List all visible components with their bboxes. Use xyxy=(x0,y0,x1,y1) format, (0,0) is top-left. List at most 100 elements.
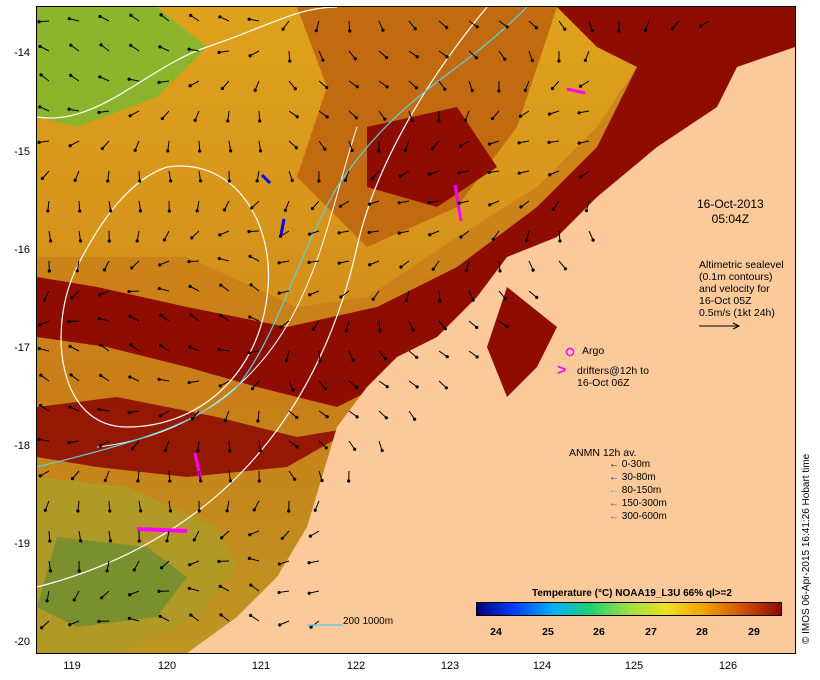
velocity-arrow xyxy=(77,500,80,511)
velocity-arrow xyxy=(315,20,320,31)
velocity-arrow-head xyxy=(295,445,299,449)
velocity-arrow-head xyxy=(550,86,555,91)
velocity-arrow-head xyxy=(217,256,221,261)
velocity-arrow-head xyxy=(68,344,72,348)
velocity-arrow xyxy=(279,290,290,294)
velocity-arrow xyxy=(40,74,50,82)
velocity-arrow-head xyxy=(169,179,173,183)
velocity-arrow xyxy=(100,440,110,447)
sealevel-contour-2 xyxy=(37,7,488,588)
velocity-arrow xyxy=(226,500,230,511)
velocity-arrow-head xyxy=(584,209,589,213)
velocity-arrow-head xyxy=(219,613,223,617)
velocity-arrow-head xyxy=(277,562,282,566)
velocity-arrow-head xyxy=(128,593,132,597)
velocity-arrow-head xyxy=(378,329,382,333)
velocity-arrow xyxy=(378,320,381,332)
velocity-arrow xyxy=(400,170,410,177)
velocity-arrow-head xyxy=(413,27,417,31)
velocity-arrow xyxy=(549,140,560,143)
y-tick-label: -17 xyxy=(14,342,30,354)
velocity-arrow-head xyxy=(250,206,254,210)
velocity-arrow-head xyxy=(97,316,101,321)
velocity-arrow-head xyxy=(487,170,491,175)
velocity-arrow xyxy=(78,200,81,212)
velocity-arrow-head xyxy=(471,298,475,302)
velocity-arrow-head xyxy=(256,419,260,423)
velocity-arrow-head xyxy=(37,20,41,24)
velocity-arrow-head xyxy=(293,477,297,481)
velocity-arrow-head xyxy=(190,417,195,421)
velocity-arrow xyxy=(429,230,440,236)
velocity-arrow-head xyxy=(464,269,469,273)
velocity-arrow xyxy=(48,230,52,241)
velocity-arrow-head xyxy=(67,440,71,445)
velocity-arrow-head xyxy=(294,146,298,150)
velocity-arrow-head xyxy=(475,355,479,359)
velocity-arrow xyxy=(520,110,530,117)
velocity-arrow-head xyxy=(577,141,581,145)
velocity-arrow xyxy=(378,350,386,360)
velocity-arrow xyxy=(438,320,446,330)
velocity-arrow xyxy=(552,80,560,89)
velocity-arrow-head xyxy=(325,115,329,119)
velocity-arrow-head xyxy=(103,478,107,482)
velocity-arrow-head xyxy=(309,625,313,629)
velocity-arrow-head xyxy=(430,146,435,151)
velocity-arrow xyxy=(251,200,260,209)
velocity-arrow xyxy=(106,560,110,571)
velocity-arrow-head xyxy=(38,105,42,109)
velocity-arrow-head xyxy=(414,86,418,90)
velocity-arrow-head xyxy=(534,26,538,30)
velocity-arrow xyxy=(432,260,440,270)
velocity-arrow-head xyxy=(247,350,251,355)
velocity-arrow xyxy=(99,290,110,296)
velocity-arrow-head xyxy=(130,447,135,451)
velocity-arrow-head xyxy=(189,613,193,617)
velocity-arrow xyxy=(584,50,590,61)
velocity-arrow-head xyxy=(617,29,621,33)
velocity-arrow-head xyxy=(187,586,191,591)
velocity-arrow xyxy=(459,170,470,174)
altimetry-note: Altimetric sealevel (0.1m contours) and … xyxy=(699,259,795,330)
velocity-arrow-head xyxy=(127,616,131,621)
velocity-arrow-head xyxy=(457,171,461,175)
velocity-arrow-head xyxy=(320,478,324,483)
velocity-arrow xyxy=(309,560,320,564)
velocity-arrow xyxy=(197,440,200,451)
velocity-arrow-head xyxy=(399,265,403,269)
velocity-arrow-head xyxy=(445,55,449,59)
velocity-arrow-head xyxy=(458,144,463,148)
velocity-arrow-head xyxy=(108,509,112,513)
velocity-arrow xyxy=(48,530,51,542)
velocity-arrow xyxy=(249,350,260,354)
velocity-arrow xyxy=(194,110,200,121)
velocity-arrow-head xyxy=(413,417,417,421)
argo-float-marker xyxy=(565,347,575,357)
velocity-arrow xyxy=(252,380,260,389)
velocity-arrow-head xyxy=(557,59,561,63)
velocity-arrow-head xyxy=(78,209,82,213)
velocity-arrow-head xyxy=(248,315,252,319)
velocity-arrow-head xyxy=(48,569,53,573)
map-area[interactable]: 16-Oct-2013 05:04Z Altimetric sealevel (… xyxy=(36,6,796,654)
velocity-arrow-head xyxy=(133,148,137,152)
velocity-arrow xyxy=(378,380,388,388)
velocity-arrow-head xyxy=(427,200,431,205)
velocity-arrow-head xyxy=(547,112,552,116)
velocity-arrow-head xyxy=(247,556,251,561)
velocity-arrow xyxy=(400,260,410,268)
velocity-arrow-head xyxy=(136,479,140,483)
velocity-arrow-head xyxy=(384,416,388,420)
velocity-arrow xyxy=(44,290,50,301)
velocity-arrow xyxy=(220,284,230,292)
velocity-arrow xyxy=(558,260,566,270)
velocity-arrow-head xyxy=(317,179,321,183)
velocity-arrow-head xyxy=(107,239,111,243)
velocity-arrow-head xyxy=(127,77,131,81)
velocity-arrow xyxy=(39,348,50,352)
velocity-arrow-head xyxy=(106,179,110,183)
velocity-arrow-head xyxy=(295,115,299,119)
velocity-arrow xyxy=(249,18,260,22)
velocity-arrow-head xyxy=(188,345,192,349)
